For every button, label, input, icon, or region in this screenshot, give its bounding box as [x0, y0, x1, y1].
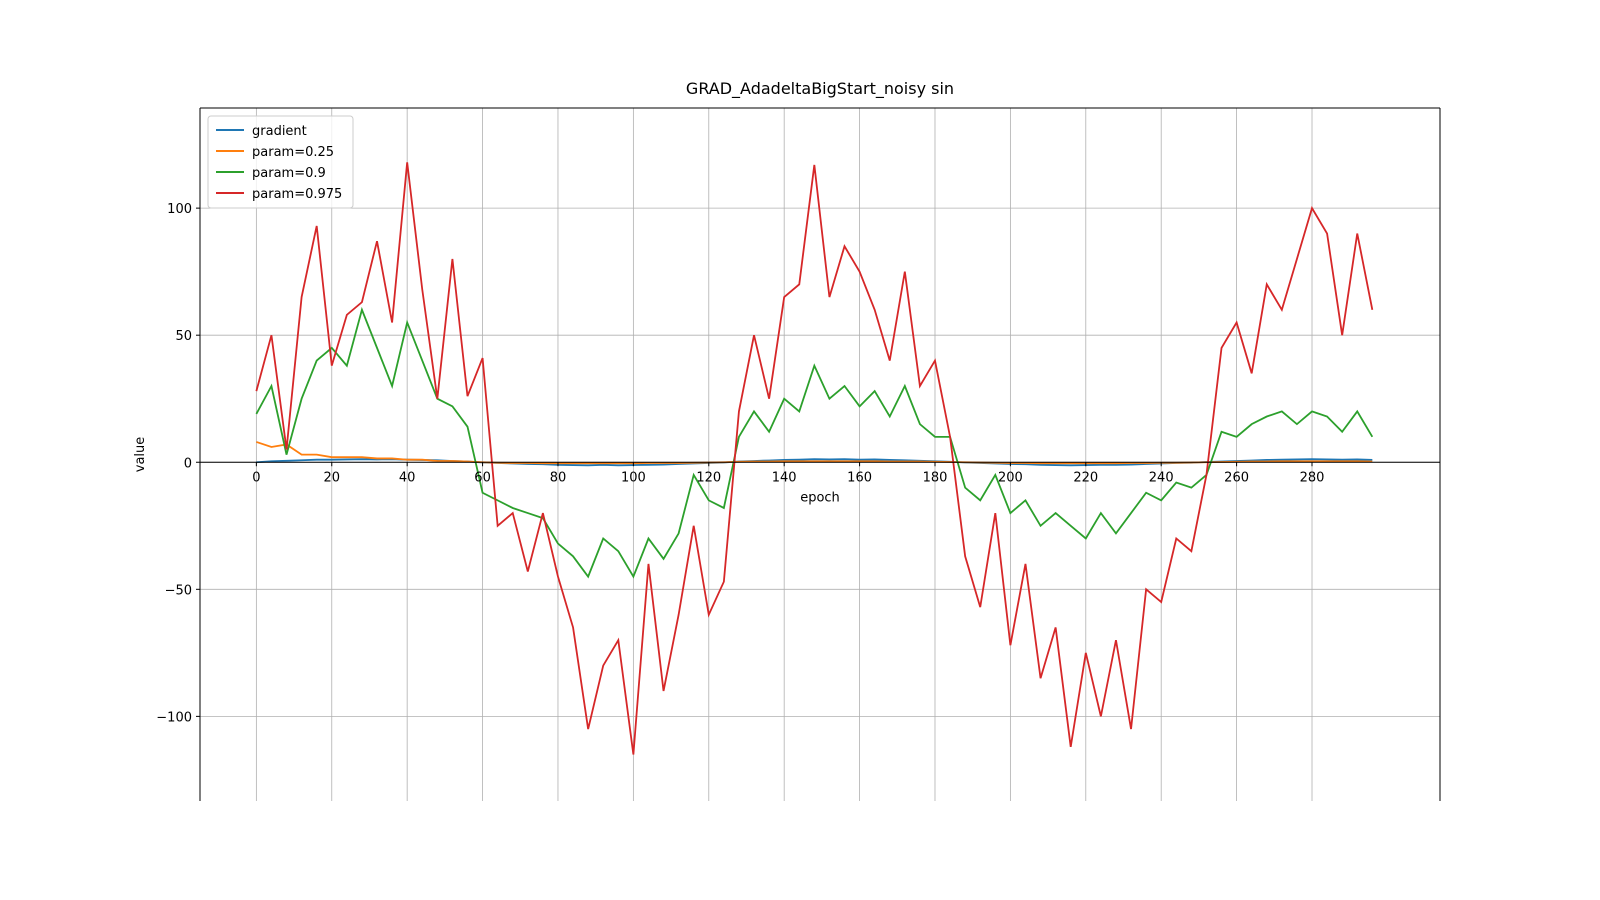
y-tick-label: 100 — [167, 202, 192, 217]
x-tick-label: 40 — [399, 470, 416, 485]
x-tick-label: 20 — [323, 470, 340, 485]
x-tick-label: 100 — [621, 470, 646, 485]
y-tick-label: 50 — [175, 329, 192, 344]
legend-label: param=0.975 — [252, 187, 342, 202]
y-tick-label: 0 — [184, 456, 192, 471]
legend-label: param=0.9 — [252, 166, 326, 181]
y-axis-label: value — [133, 437, 148, 473]
x-tick-label: 120 — [696, 470, 721, 485]
x-tick-label: 60 — [474, 470, 491, 485]
x-tick-label: 160 — [847, 470, 872, 485]
x-tick-label: 180 — [923, 470, 948, 485]
x-tick-label: 140 — [772, 470, 797, 485]
legend-label: param=0.25 — [252, 145, 334, 160]
x-tick-label: 240 — [1149, 470, 1174, 485]
legend-label: gradient — [252, 124, 307, 139]
y-tick-label: −50 — [165, 583, 192, 598]
series-line — [255, 162, 1374, 755]
x-tick-label: 260 — [1224, 470, 1249, 485]
y-tick-label: −100 — [156, 710, 192, 725]
series-line — [255, 306, 1374, 579]
x-tick-label: 0 — [252, 470, 260, 485]
x-tick-label: 80 — [550, 470, 567, 485]
x-tick-label: 280 — [1300, 470, 1325, 485]
chart-title: GRAD_AdadeltaBigStart_noisy sin — [686, 79, 954, 99]
x-axis-label: epoch — [800, 490, 840, 505]
legend-box — [207, 115, 354, 209]
x-tick-label: 200 — [998, 470, 1023, 485]
x-tick-label: 220 — [1073, 470, 1098, 485]
